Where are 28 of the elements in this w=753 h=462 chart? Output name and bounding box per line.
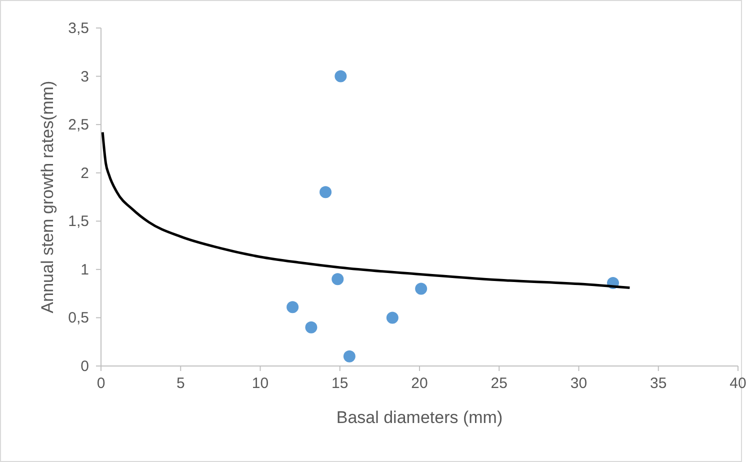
point xyxy=(386,312,398,324)
x-tick-label: 10 xyxy=(252,375,269,392)
point xyxy=(286,301,299,314)
x-tick-label: 40 xyxy=(730,375,746,392)
point xyxy=(343,350,356,362)
y-tick-label: 3,5 xyxy=(68,20,89,37)
y-axis-title: Annual stem growth rates(mm) xyxy=(38,80,57,314)
y-tick-label: 3 xyxy=(80,68,89,86)
x-tick-label: 15 xyxy=(332,375,348,392)
y-tick-label: 2 xyxy=(80,164,89,182)
x-tick-label: 5 xyxy=(176,375,185,392)
point xyxy=(334,70,347,82)
x-axis-title: Basal diameters (mm) xyxy=(336,408,503,427)
line-series xyxy=(101,131,631,290)
point xyxy=(415,282,428,295)
y-tick-label: 1,5 xyxy=(68,213,89,230)
x-tick-label: 20 xyxy=(411,375,428,392)
point xyxy=(332,273,344,286)
y-tick-label: 0,5 xyxy=(68,310,89,327)
point xyxy=(305,321,318,334)
x-tick-label: 30 xyxy=(570,375,588,392)
x-tick-label: 35 xyxy=(650,375,667,392)
y-tick-label: 0 xyxy=(80,358,89,375)
x-tick-label: 25 xyxy=(490,375,508,392)
x-tick-label: 0 xyxy=(96,375,106,392)
point xyxy=(320,186,332,198)
y-tick-label: 1 xyxy=(80,261,89,278)
y-tick-label: 2,5 xyxy=(68,116,89,134)
